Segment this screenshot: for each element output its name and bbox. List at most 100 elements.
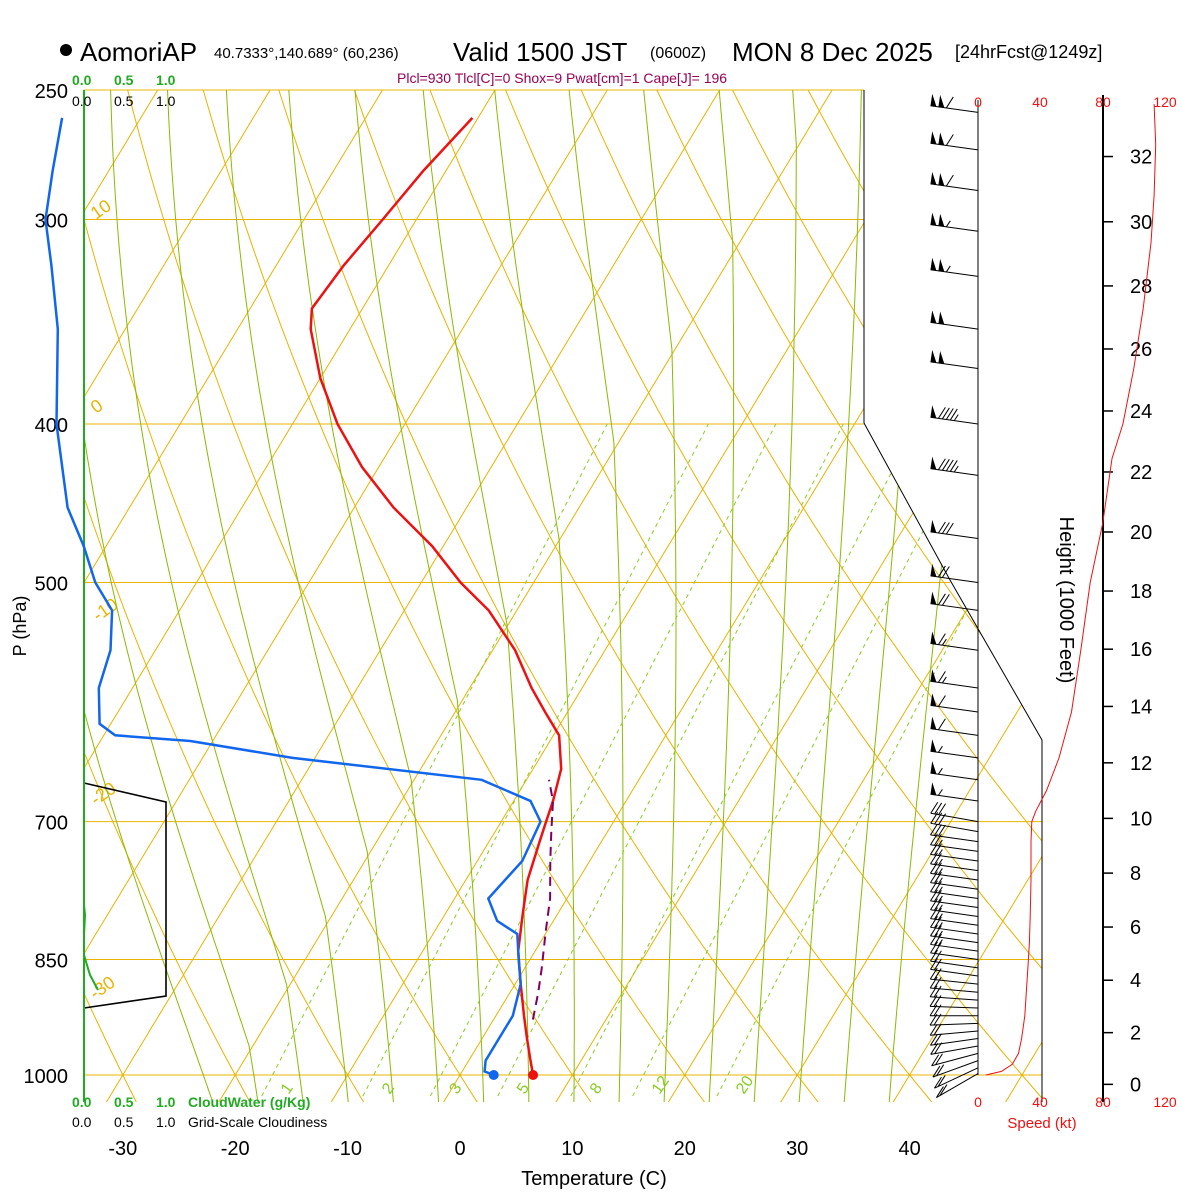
isotherm-line [775, 90, 1042, 1102]
mixing-ratio-lines: 1 2 3 5 8 12 20 [261, 423, 1042, 1097]
mixing-ratio-label: 20 [733, 1073, 757, 1097]
moist-adiabat-line [84, 90, 215, 1102]
cloudiness-box [83, 782, 167, 1009]
moist-adiabats [84, 90, 988, 1102]
x-tick-label: 20 [674, 1138, 696, 1160]
sounding-series [44, 117, 563, 1080]
wind-barb [930, 933, 979, 952]
wind-barb [930, 949, 979, 969]
dry-adiabat-line [418, 90, 1042, 1102]
cloud-top-black-2: 1.0 [156, 93, 176, 109]
cloudiness-label: Grid-Scale Cloudiness [188, 1114, 327, 1130]
wind-barb [930, 761, 979, 781]
moist-adiabat-line [84, 90, 260, 1102]
y-axis-title: P (hPa) [10, 596, 30, 657]
speed-bottom-0: 0 [974, 1094, 982, 1110]
dry-adiabat-label: 20 [957, 547, 985, 575]
wind-barb [936, 1073, 979, 1099]
height-tick-label: 4 [1130, 970, 1141, 992]
chart-right-border [863, 422, 1043, 1102]
mixing-ratio-line [570, 423, 917, 1097]
wind-barb [930, 889, 979, 909]
height-tick-label: 8 [1130, 863, 1141, 885]
isotherm-line [326, 90, 963, 1102]
speed-bottom-1: 40 [1032, 1094, 1048, 1110]
mixing-ratio-label: 2 [379, 1080, 398, 1097]
speed-top-3: 120 [1153, 94, 1177, 110]
parcel-line [531, 779, 555, 1020]
wind-barb [930, 871, 979, 890]
dry-adiabat-line [84, 90, 483, 1102]
wind-barb [930, 171, 979, 192]
dewpoint-line [44, 117, 542, 1077]
y-tick-label: 700 [35, 813, 68, 835]
dry-adiabat-label: 0 [871, 279, 891, 301]
cloud-top-green-1: 0.5 [114, 72, 134, 88]
speed-top-0: 0 [974, 94, 982, 110]
valid-utc: (0600Z) [650, 45, 706, 62]
station-coords: 40.7333°,140.689° (60,236) [214, 45, 399, 62]
wind-barb [930, 669, 979, 689]
wind-barb [929, 1023, 979, 1036]
wind-barb [930, 924, 979, 944]
dry-adiabat-line [642, 90, 1042, 1102]
y-tick-label: 1000 [24, 1066, 69, 1088]
wind-barb [930, 862, 979, 881]
x-tick-label: -20 [221, 1138, 250, 1160]
mixing-ratio-line [429, 423, 777, 1097]
cloud-top-green-0: 0.0 [72, 72, 92, 88]
wind-barbs [929, 93, 979, 1099]
dry-adiabat-label: 0 [87, 395, 107, 417]
speed-bottom-2: 80 [1095, 1094, 1111, 1110]
wind-barb [930, 716, 979, 736]
dry-adiabat-line [1016, 90, 1042, 1102]
wind-barb [930, 93, 979, 113]
height-tick-label: 28 [1130, 276, 1152, 298]
dry-adiabat-line [84, 90, 255, 1102]
moist-adiabat-line [420, 90, 530, 1102]
x-tick-label: -30 [108, 1138, 137, 1160]
speed-axis-label: Speed (kt) [1007, 1115, 1076, 1132]
wind-barb [930, 257, 979, 277]
height-tick-label: 18 [1130, 581, 1152, 603]
wind-barb [930, 1033, 979, 1046]
height-tick-label: 2 [1130, 1023, 1141, 1045]
isotherm-line [213, 90, 851, 1102]
moist-adiabat-line [565, 90, 624, 1102]
cloud-bottom-black-1: 0.5 [114, 1114, 134, 1130]
mixing-ratio-line [632, 423, 979, 1097]
isotherm-line [438, 90, 1042, 1102]
cloud-top-black-0: 0.0 [72, 93, 92, 109]
wind-barb [930, 941, 979, 961]
dry-adiabat-label: 30 [1019, 645, 1047, 673]
wind-barb [930, 739, 979, 759]
y-tick-label: 250 [35, 81, 68, 103]
wind-barb [930, 907, 979, 926]
speed-top-1: 40 [1032, 94, 1048, 110]
y-tick-label: 500 [35, 574, 68, 596]
moist-adiabat-line [640, 90, 677, 1102]
dry-adiabat-line [568, 90, 1042, 1102]
isotherm-line [101, 90, 738, 1102]
cloud-bottom-green-1: 0.5 [114, 1094, 134, 1110]
surface-dewpoint-marker [488, 1070, 499, 1080]
x-tick-label: -10 [333, 1138, 362, 1160]
wind-barb [930, 898, 979, 917]
moist-adiabat-line [165, 90, 350, 1102]
isotherm-line [550, 90, 1042, 1102]
station-dot-icon [60, 44, 72, 56]
height-tick-label: 14 [1130, 696, 1152, 718]
wind-barb [930, 782, 979, 802]
valid-date: MON 8 Dec 2025 [732, 37, 933, 67]
isotherm-line [84, 90, 289, 1102]
wind-barb [930, 693, 979, 713]
moist-adiabat-line [798, 90, 863, 1102]
wind-barb [930, 519, 979, 540]
dry-adiabat-line [1167, 61, 1200, 1110]
mixing-ratio-line [362, 423, 709, 1097]
y-tick-label: 300 [35, 211, 68, 233]
y-tick-label: 400 [35, 415, 68, 437]
dry-adiabat-line [493, 90, 1042, 1102]
